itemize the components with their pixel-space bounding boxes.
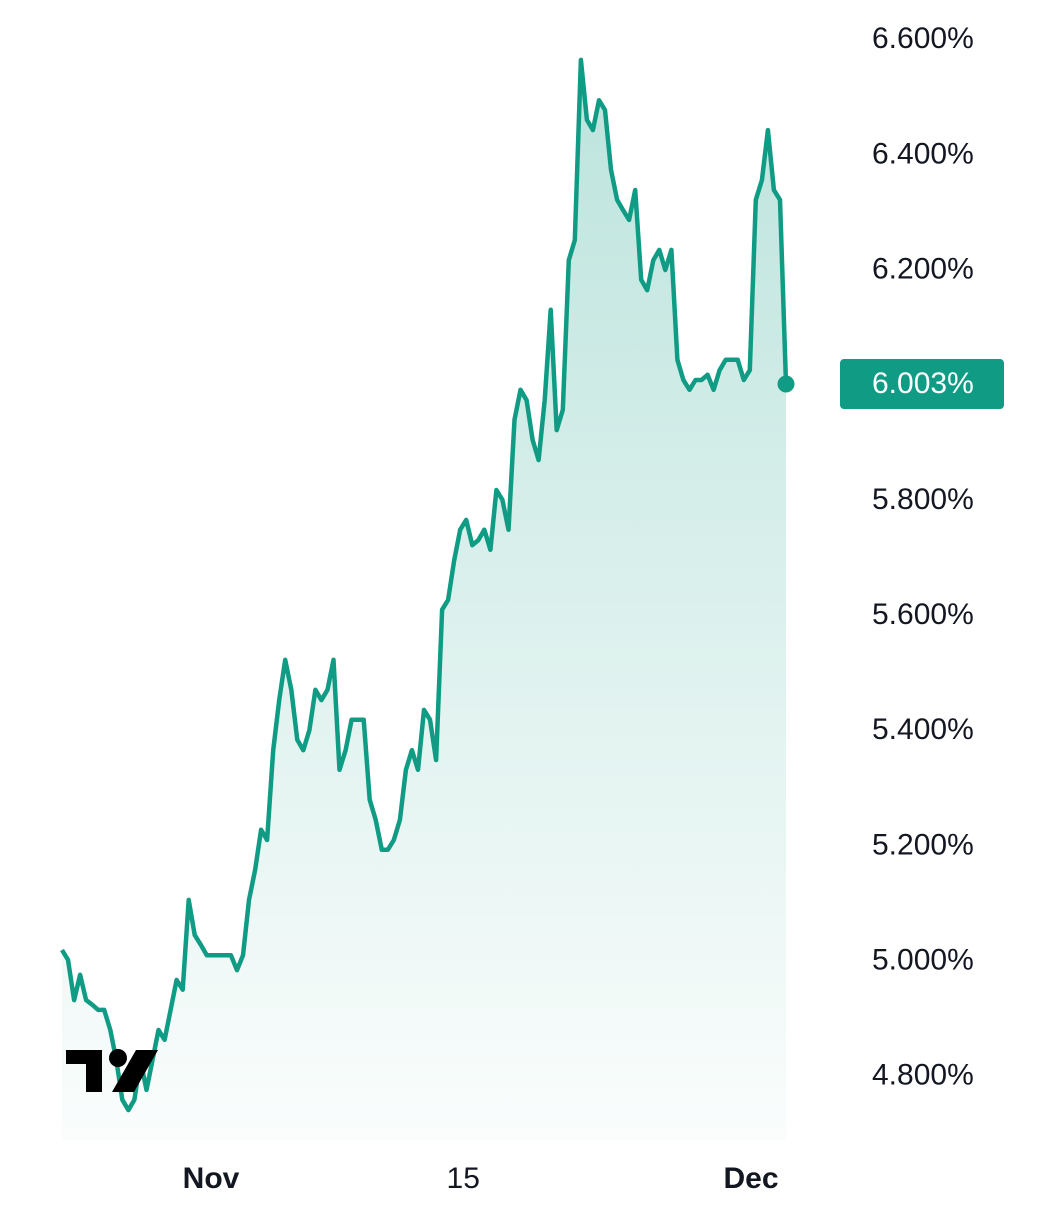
logo <box>66 1049 158 1092</box>
y-tick-label: 4.800% <box>872 1059 974 1092</box>
x-tick-label: 15 <box>447 1162 480 1195</box>
y-tick-label: 5.800% <box>872 483 974 516</box>
y-tick-label: 5.000% <box>872 943 974 976</box>
y-tick-label: 6.600% <box>872 22 974 55</box>
y-tick-label: 5.200% <box>872 828 974 861</box>
x-tick-label: Nov <box>183 1162 240 1195</box>
plot-area <box>60 57 795 1140</box>
y-tick-label: 6.400% <box>872 137 974 170</box>
y-tick-label: 5.400% <box>872 713 974 746</box>
y-tick-label: 6.200% <box>872 253 974 286</box>
line <box>60 57 789 1113</box>
x-tick-label: Dec <box>723 1162 778 1195</box>
price-badge <box>840 359 1004 410</box>
last-point <box>777 375 795 393</box>
price-label: 6.003% <box>872 367 974 400</box>
y-tick-label: 5.600% <box>872 598 974 631</box>
area <box>62 59 786 1140</box>
